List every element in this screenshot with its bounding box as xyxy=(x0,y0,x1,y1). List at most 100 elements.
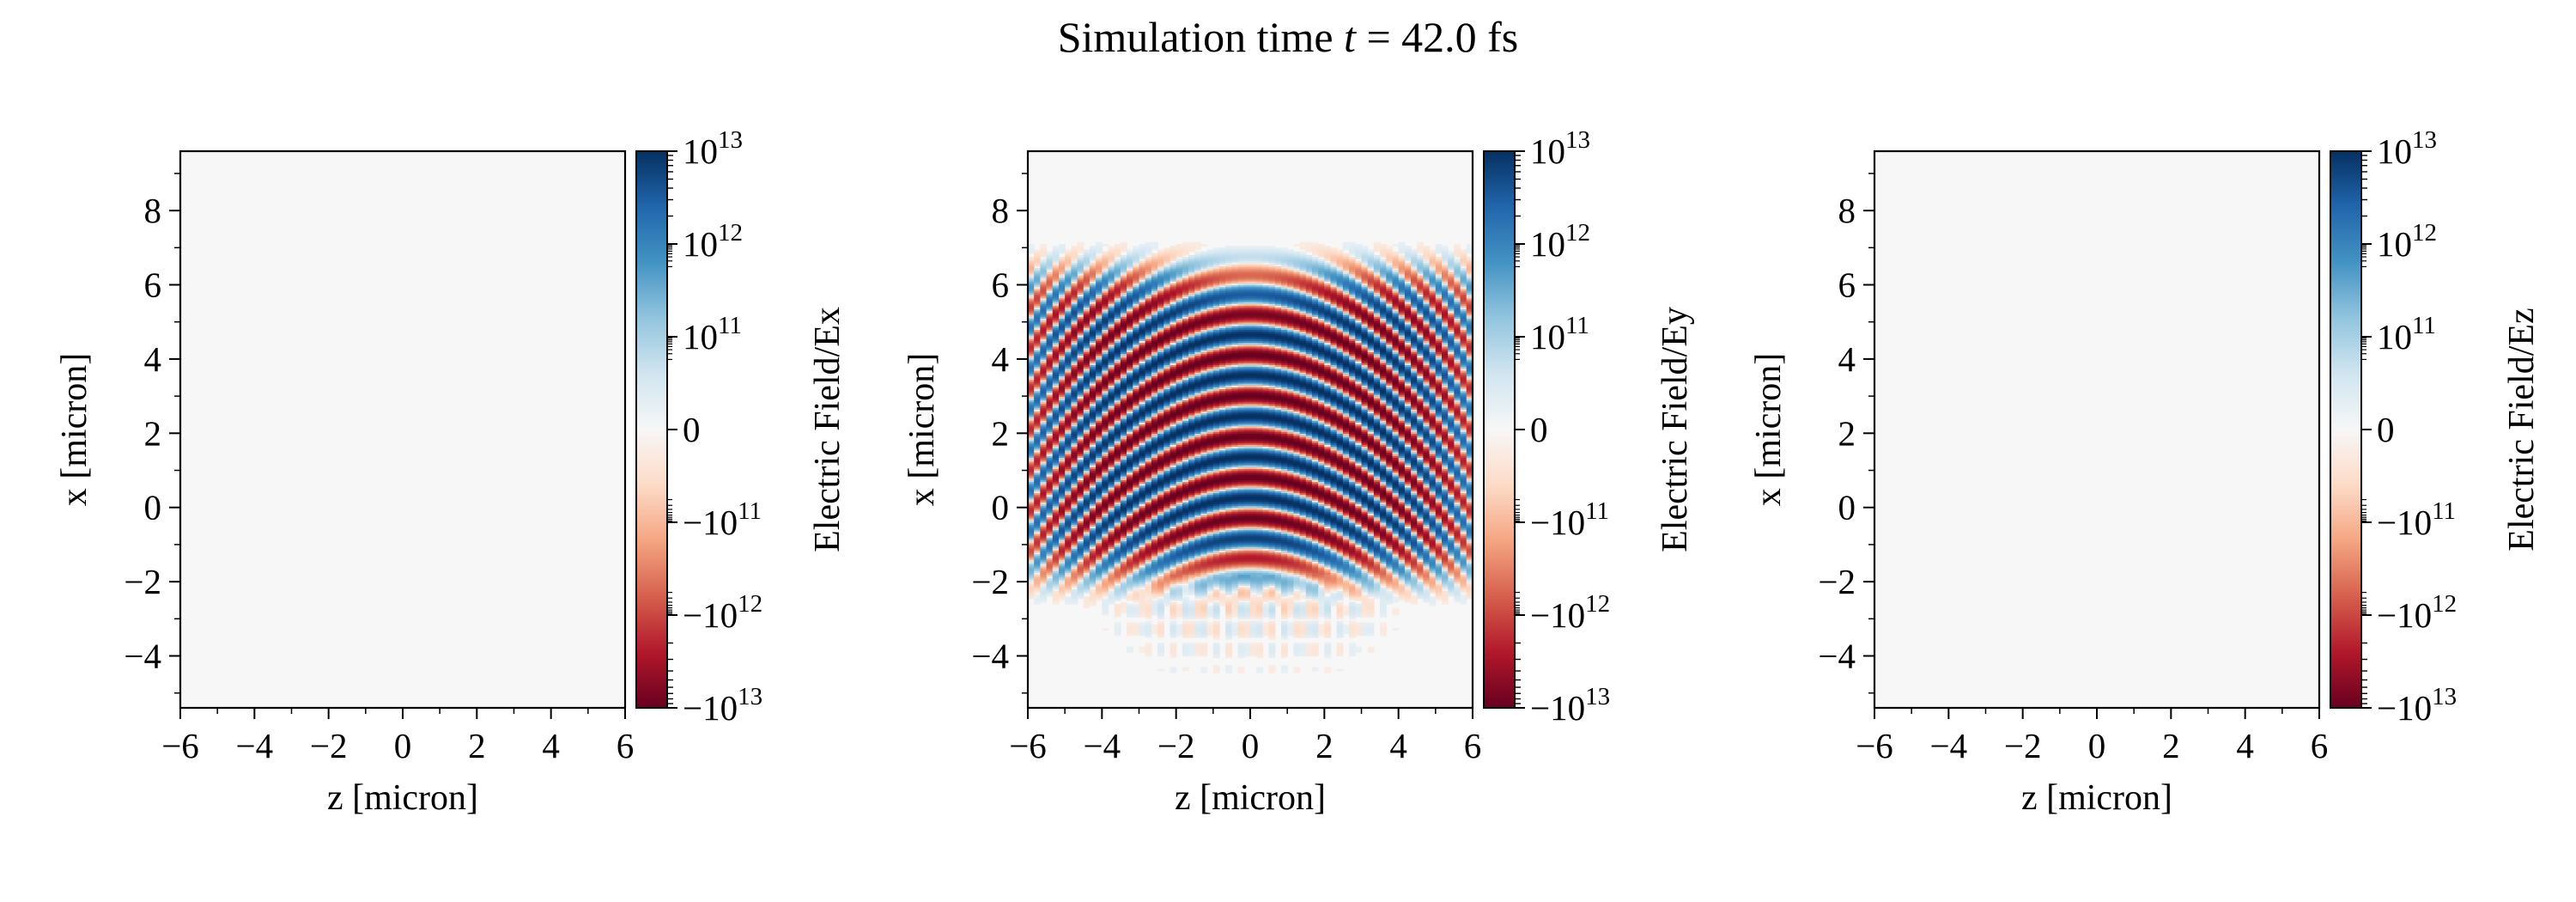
heatmap-cell xyxy=(1077,249,1084,253)
heatmap-cell xyxy=(1059,337,1066,339)
heatmap-cell xyxy=(1046,489,1054,491)
heatmap-cell xyxy=(1059,509,1066,512)
heatmap-cell xyxy=(1034,481,1041,485)
heatmap-cell xyxy=(1065,527,1072,531)
heatmap-cell xyxy=(1065,249,1072,253)
heatmap-cell xyxy=(1028,577,1035,581)
heatmap-cell xyxy=(1040,379,1048,382)
heatmap-cell xyxy=(1052,418,1060,421)
heatmap-cell xyxy=(1096,396,1103,399)
heatmap-cell xyxy=(1071,414,1078,417)
heatmap-cell xyxy=(1157,643,1164,646)
heatmap-cell xyxy=(1028,455,1035,458)
heatmap-cell xyxy=(1071,268,1078,271)
heatmap-cell xyxy=(1065,497,1072,501)
heatmap-cell xyxy=(1065,392,1072,395)
heatmap-cell xyxy=(1052,323,1060,326)
heatmap-cell xyxy=(1065,412,1072,416)
heatmap-cell xyxy=(1040,576,1048,579)
heatmap-cell xyxy=(1065,353,1072,357)
heatmap-cell xyxy=(1077,262,1084,265)
heatmap-cell xyxy=(1089,576,1097,579)
heatmap-cell xyxy=(1089,593,1097,595)
heatmap-cell xyxy=(1089,462,1097,466)
heatmap-cell xyxy=(1052,473,1060,477)
heatmap-cell xyxy=(1052,489,1060,491)
colorbar-tick-label: 1011 xyxy=(683,312,742,357)
heatmap-cell xyxy=(1046,296,1054,299)
heatmap-cell xyxy=(1052,535,1060,538)
heatmap-cell xyxy=(1034,257,1041,259)
heatmap-cell xyxy=(1096,473,1103,477)
heatmap-cell xyxy=(1028,337,1035,339)
heatmap-cell xyxy=(1096,303,1103,306)
heatmap-cell xyxy=(1046,491,1054,494)
heatmap-cell xyxy=(1083,546,1091,549)
heatmap-cell xyxy=(1046,294,1054,297)
heatmap-cell xyxy=(1040,375,1048,379)
heatmap-cell xyxy=(1046,297,1054,301)
heatmap-cell xyxy=(1083,314,1091,317)
heatmap-cell xyxy=(1046,539,1054,542)
heatmap-cell xyxy=(1065,381,1072,384)
heatmap-cell xyxy=(1028,485,1035,488)
heatmap-cell xyxy=(1028,472,1035,475)
heatmap-cell xyxy=(1052,513,1060,515)
heatmap-cell xyxy=(1034,326,1041,328)
heatmap-cell xyxy=(1052,454,1060,456)
heatmap-cell xyxy=(1071,462,1078,466)
heatmap-cell xyxy=(1071,470,1078,473)
heatmap-cell xyxy=(1089,308,1097,312)
heatmap-cell xyxy=(1065,582,1072,584)
heatmap-cell xyxy=(1028,363,1035,365)
heatmap-cell xyxy=(1040,572,1048,576)
heatmap-cell xyxy=(1028,559,1035,562)
heatmap-cell xyxy=(1034,438,1041,442)
heatmap-cell xyxy=(1065,526,1072,529)
heatmap-cell xyxy=(1096,459,1103,462)
heatmap-cell xyxy=(1071,297,1078,301)
heatmap-cell xyxy=(1065,377,1072,381)
heatmap-cell xyxy=(1102,576,1109,579)
heatmap-cell xyxy=(1040,483,1048,486)
heatmap-cell xyxy=(1096,572,1103,576)
heatmap-cell xyxy=(1028,297,1035,301)
heatmap-cell xyxy=(1028,292,1035,295)
heatmap-cell xyxy=(1052,583,1060,587)
heatmap-cell xyxy=(1059,246,1066,248)
heatmap-cell xyxy=(1077,433,1084,436)
heatmap-cell xyxy=(1096,283,1103,286)
heatmap-cell xyxy=(1071,260,1078,264)
heatmap-cell xyxy=(1077,522,1084,525)
heatmap-cell xyxy=(1077,403,1084,406)
heatmap-cell xyxy=(1071,411,1078,414)
heatmap-cell xyxy=(1089,381,1097,384)
heatmap-cell xyxy=(1077,411,1084,414)
heatmap-cell xyxy=(1028,350,1035,352)
heatmap-cell xyxy=(1071,387,1078,390)
heatmap-cell xyxy=(1034,539,1041,542)
heatmap-cell xyxy=(1059,442,1066,445)
heatmap-cell xyxy=(1096,588,1103,592)
heatmap-cell xyxy=(1077,544,1084,547)
heatmap-cell xyxy=(1065,466,1072,469)
heatmap-cell xyxy=(1034,522,1041,525)
heatmap-cell xyxy=(1102,244,1109,247)
heatmap-cell xyxy=(1096,555,1103,558)
heatmap-cell xyxy=(1071,348,1078,350)
heatmap-cell xyxy=(1071,379,1078,382)
heatmap-cell xyxy=(1052,468,1060,472)
heatmap-cell xyxy=(1102,558,1109,560)
heatmap-cell xyxy=(1052,582,1060,584)
heatmap-cell xyxy=(1052,348,1060,350)
heatmap-cell xyxy=(1096,357,1103,360)
heatmap-cell xyxy=(1096,569,1103,571)
heatmap-cell xyxy=(1028,529,1035,533)
heatmap-cell xyxy=(1089,544,1097,547)
heatmap-cell xyxy=(1034,338,1041,341)
heatmap-cell xyxy=(1077,260,1084,264)
heatmap-cell xyxy=(1077,566,1084,570)
heatmap-cell xyxy=(1089,303,1097,306)
heatmap-cell xyxy=(1096,364,1103,368)
heatmap-cell xyxy=(1052,522,1060,525)
